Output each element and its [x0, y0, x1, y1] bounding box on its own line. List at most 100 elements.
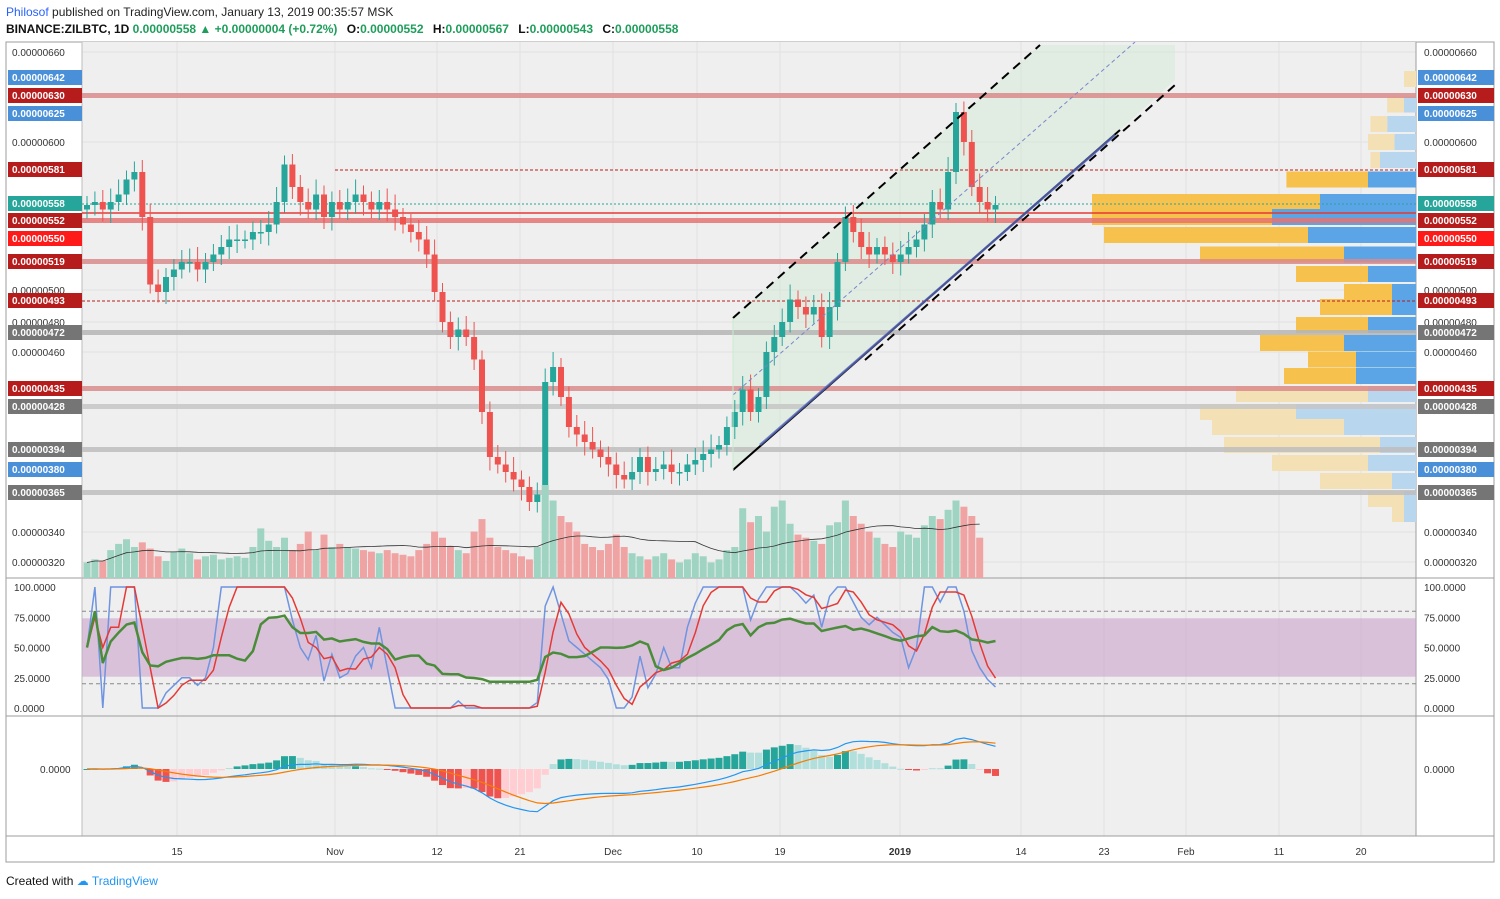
symbol-label: BINANCE:ZILBTC, 1D [6, 22, 130, 36]
level-label-left [8, 462, 82, 477]
volume-bar [344, 547, 352, 578]
x-tick-label: Nov [326, 847, 344, 858]
candle-body [676, 472, 683, 474]
stoch-d-line [86, 586, 997, 710]
level-label-right [1418, 399, 1494, 414]
publish-info: published on TradingView.com, January 13… [52, 5, 394, 19]
candle-body [289, 164, 296, 187]
volume-bar [383, 550, 391, 578]
candle-body [834, 262, 841, 307]
level-label-right-text: 0.00000380 [1424, 465, 1477, 476]
macd-histogram-bar [628, 764, 636, 769]
level-label-left [8, 485, 82, 500]
volume-bar [462, 553, 470, 578]
y-tick-left: 0.00000500 [12, 286, 65, 297]
candle-body [534, 494, 541, 502]
candle-body [471, 337, 478, 360]
volume-profile-down [1394, 134, 1416, 150]
rsi-line [85, 610, 996, 684]
volume-bar [375, 553, 383, 578]
volume-bar [209, 554, 217, 578]
volume-bar [312, 550, 320, 578]
candle-body [226, 239, 233, 247]
volume-bar [849, 516, 857, 578]
volume-profile-down [1404, 96, 1416, 113]
macd-histogram-bar [968, 764, 976, 769]
candle-body [929, 202, 936, 225]
volume-bar [525, 559, 533, 578]
level-label-left [8, 231, 82, 246]
volume-bar [652, 556, 660, 578]
volume-bar [944, 509, 952, 578]
volume-bar [881, 543, 889, 578]
candle-body [439, 292, 446, 322]
candle-body [850, 217, 857, 232]
volume-bar [202, 556, 209, 578]
macd-histogram-bar [170, 769, 178, 782]
x-tick-label: 14 [1015, 847, 1027, 858]
level-label-right-text: 0.00000558 [1424, 199, 1477, 210]
volume-profile-down [1392, 473, 1416, 489]
volume-bar [494, 547, 502, 578]
volume-bar [423, 543, 431, 578]
author-link[interactable]: Philosof [6, 5, 49, 19]
volume-bar [723, 550, 731, 578]
volume-ma-line [86, 523, 980, 563]
volume-bar [841, 500, 849, 578]
open-value: 0.00000552 [360, 22, 424, 36]
candle-body [218, 247, 225, 255]
high-value: 0.00000567 [445, 22, 509, 36]
level-label-left-text: 0.00000550 [12, 234, 65, 245]
volume-bar [439, 537, 446, 578]
volume-profile-down [1356, 368, 1416, 384]
level-label-right [1418, 485, 1494, 500]
level-band [82, 93, 1416, 98]
volume-bar [225, 557, 233, 578]
level-label-left-text: 0.00000558 [12, 199, 65, 210]
volume-bar [731, 547, 739, 578]
macd-histogram-bar [296, 757, 304, 769]
volume-bar [162, 560, 170, 578]
macd-histogram-bar [952, 759, 960, 769]
candle-body [542, 382, 549, 495]
volume-profile-up [1200, 246, 1344, 263]
y-tick-right: 0.00000660 [1424, 48, 1477, 59]
candle-body [905, 247, 912, 255]
level-label-right-text: 0.00000394 [1424, 445, 1477, 456]
volume-bar [288, 550, 296, 578]
volume-bar [107, 550, 115, 578]
level-label-left-text: 0.00000472 [12, 328, 65, 339]
candle-body [91, 202, 98, 205]
level-label-right-text: 0.00000630 [1424, 91, 1477, 102]
macd-histogram-bar [589, 760, 597, 769]
macd-histogram-bar [202, 769, 209, 776]
macd-histogram-bar [668, 761, 676, 769]
macd-histogram-bar [881, 763, 889, 769]
candle-body [305, 202, 312, 210]
volume-profile-up [1320, 473, 1392, 489]
candle-body [415, 232, 422, 240]
candle-body [99, 202, 106, 210]
volume-bar [936, 519, 944, 578]
macd-histogram-bar [731, 754, 739, 769]
up-arrow-icon: ▲ [199, 22, 212, 36]
candle-body [178, 262, 185, 270]
macd-histogram-bar [186, 769, 194, 778]
tradingview-link[interactable]: TradingView [91, 874, 158, 888]
volume-bar [194, 559, 202, 578]
volume-bar [960, 506, 968, 578]
macd-histogram-bar [755, 752, 762, 769]
level-label-left-text: 0.00000435 [12, 384, 65, 395]
candle-body [313, 194, 320, 210]
level-label-left [8, 196, 82, 211]
volume-bar [352, 548, 360, 578]
candle-body [787, 299, 794, 322]
level-band [82, 490, 1416, 495]
volume-profile-down [1344, 335, 1416, 351]
candle-body [344, 202, 351, 210]
macd-histogram-bar [612, 764, 620, 769]
macd-histogram-bar [486, 769, 494, 797]
volume-profile-up [1296, 266, 1368, 282]
volume-bar [391, 553, 399, 578]
